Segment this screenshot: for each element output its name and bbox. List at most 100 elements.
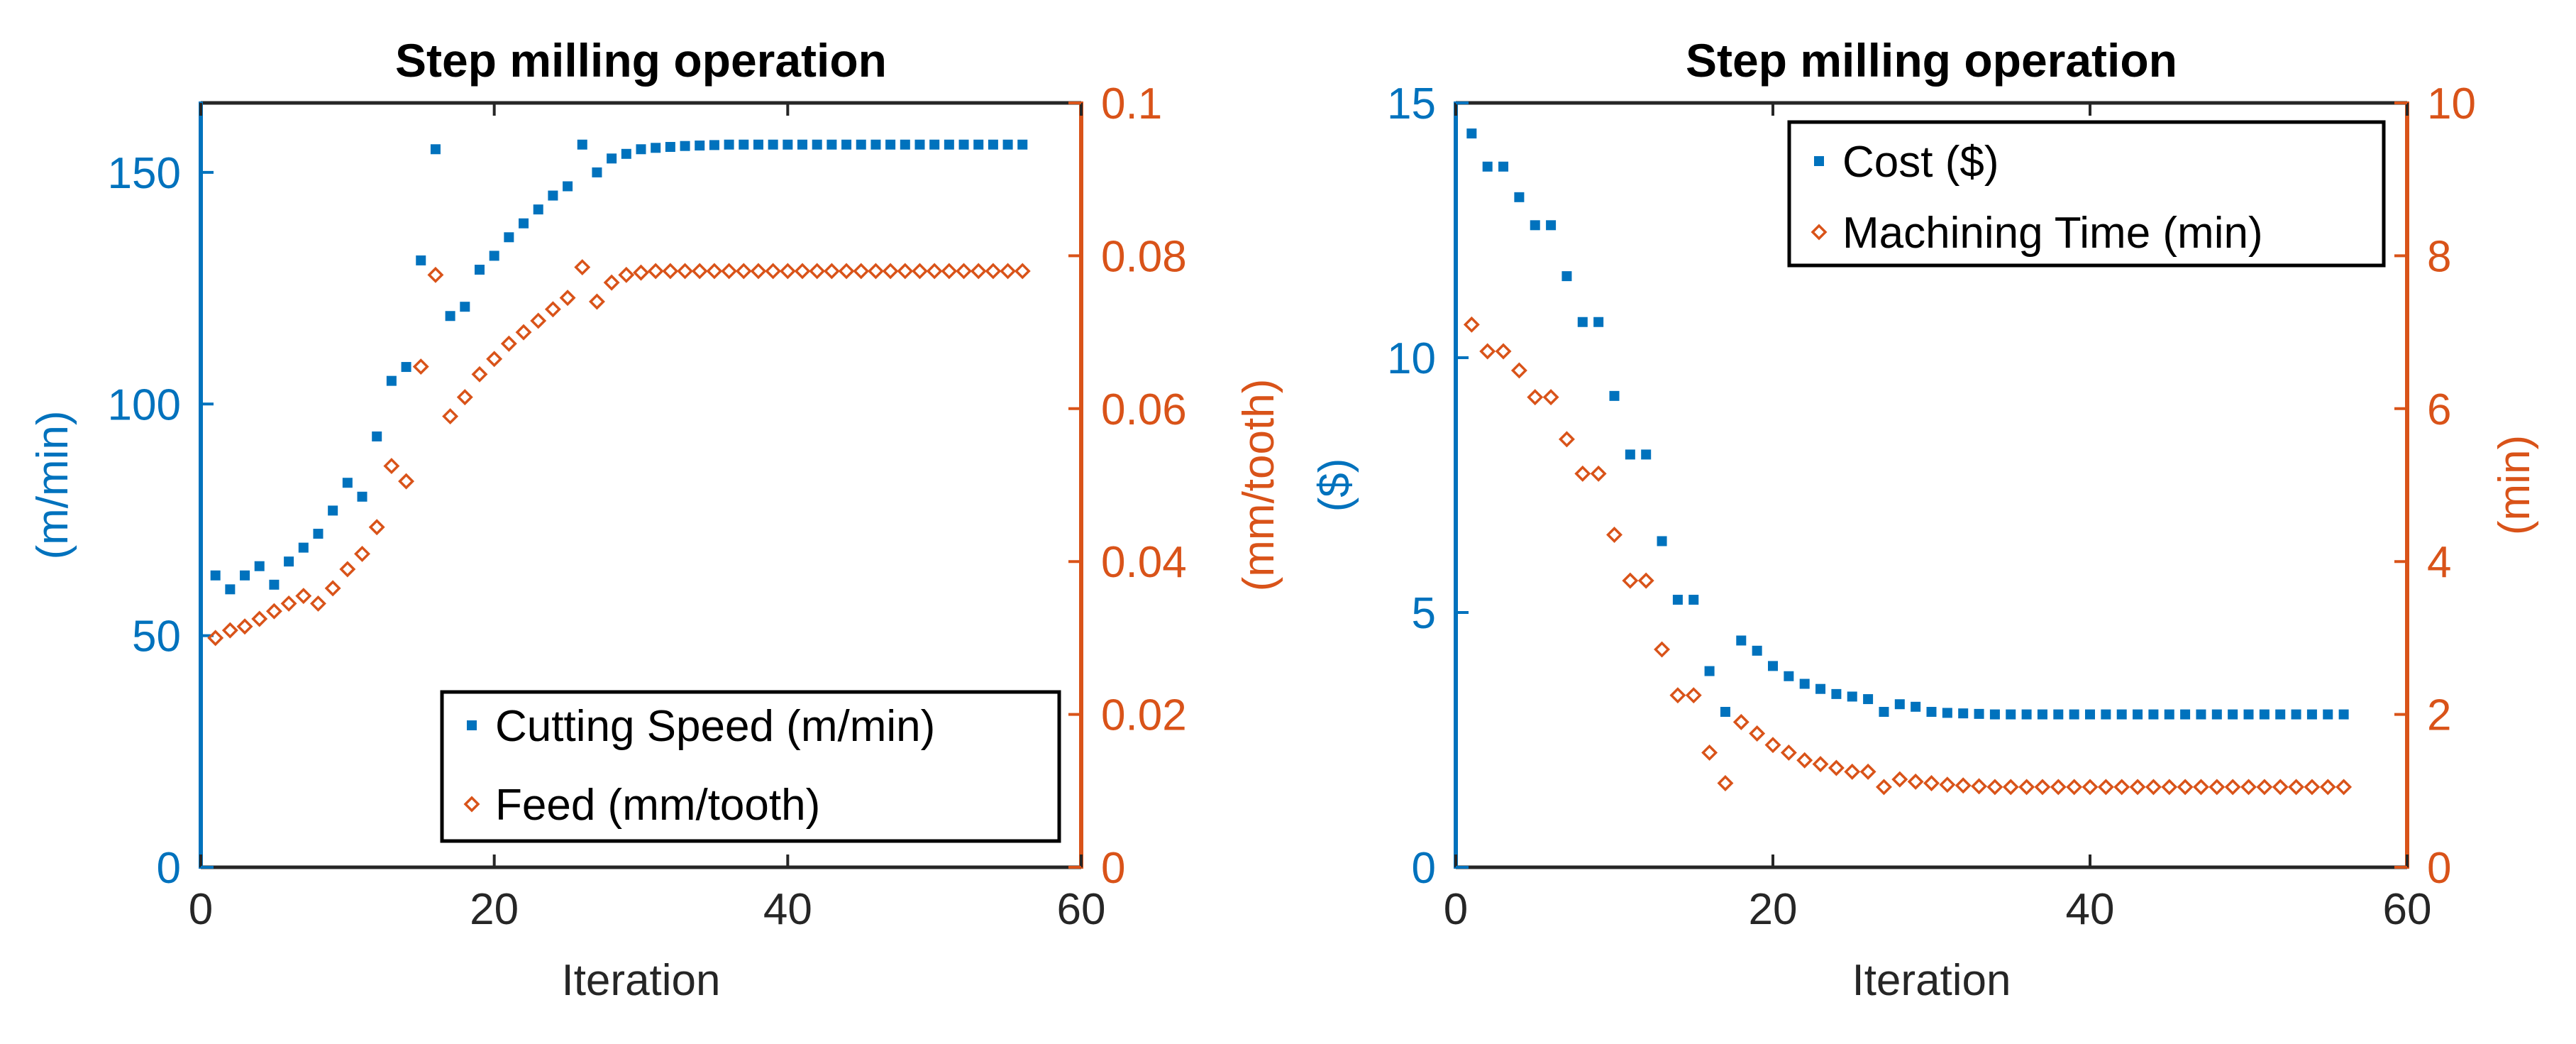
data-point-square: [548, 190, 558, 201]
data-point-square: [1514, 192, 1525, 202]
data-point-square: [900, 139, 910, 150]
legend: Cutting Speed (m/min) Feed (mm/tooth): [440, 690, 1061, 843]
data-point-diamond: [809, 263, 826, 280]
right-y-tick-label: 10: [2427, 79, 2476, 128]
data-point-square: [1530, 220, 1540, 231]
data-point-square: [2196, 709, 2206, 720]
data-point-diamond: [1859, 763, 1876, 780]
chart-title: Step milling operation: [1686, 34, 2177, 87]
data-point-square: [797, 139, 808, 150]
right-y-tick-label: 8: [2427, 232, 2451, 281]
data-point-square: [1657, 536, 1667, 546]
data-point-square: [1894, 699, 1905, 710]
data-point-square: [1593, 317, 1604, 327]
data-point-square: [2069, 709, 2079, 720]
data-point-diamond: [956, 263, 973, 280]
data-point-square: [2211, 709, 2222, 720]
data-point-diamond: [1749, 725, 1766, 742]
data-point-diamond: [912, 263, 928, 280]
data-point-diamond: [2050, 779, 2067, 796]
data-point-square: [2323, 709, 2333, 720]
left-y-tick-label: 50: [132, 612, 181, 661]
data-point-square: [841, 139, 852, 150]
data-point-diamond: [1590, 465, 1607, 482]
data-point-square: [724, 139, 734, 150]
data-point-diamond: [765, 263, 782, 280]
data-point-diamond: [1574, 465, 1591, 482]
data-point-square: [2085, 709, 2095, 720]
data-point-square: [328, 505, 338, 516]
data-point-diamond: [324, 580, 341, 597]
data-point-square: [1736, 635, 1747, 646]
data-point-square: [1768, 661, 1778, 671]
right-y-tick-label: 0.1: [1101, 79, 1162, 128]
data-point-diamond: [1939, 776, 1956, 793]
data-point-square: [357, 491, 367, 502]
data-point-diamond: [1986, 779, 2003, 796]
data-point-square: [1815, 683, 1826, 694]
data-point-diamond: [750, 263, 767, 280]
data-point-square: [1958, 708, 1969, 719]
data-point-diamond: [2113, 779, 2130, 796]
data-point-diamond: [574, 259, 591, 276]
data-point-square: [313, 529, 324, 539]
data-point-square: [1498, 161, 1509, 172]
data-point-diamond: [794, 263, 811, 280]
data-point-square: [812, 139, 822, 150]
data-point-diamond: [383, 458, 400, 475]
legend-marker-square: [1814, 156, 1824, 166]
data-point-square: [386, 375, 397, 386]
data-point-diamond: [2272, 779, 2289, 796]
data-point-diamond: [398, 473, 415, 490]
data-point-diamond: [2066, 779, 2083, 796]
data-point-diamond: [1923, 775, 1940, 792]
legend-box: [1787, 120, 2386, 268]
data-point-square: [885, 139, 896, 150]
left-y-tick-label: 5: [1412, 589, 1436, 638]
data-point-square: [225, 584, 236, 595]
data-point-diamond: [2209, 779, 2226, 796]
data-point-square: [958, 139, 969, 150]
data-point-square: [240, 570, 250, 581]
data-point-diamond: [1542, 389, 1559, 406]
series-left: [1466, 128, 2349, 720]
right-y-tick-label: 0.02: [1101, 691, 1187, 740]
data-point-diamond: [515, 324, 532, 341]
data-point-square: [592, 167, 602, 177]
data-point-square: [1609, 390, 1620, 401]
data-point-diamond: [251, 610, 268, 627]
data-point-square: [636, 144, 646, 155]
x-tick-label: 40: [763, 885, 812, 934]
data-point-diamond: [603, 274, 620, 291]
data-point-square: [680, 141, 690, 151]
data-point-diamond: [1669, 687, 1686, 704]
data-point-square: [2259, 709, 2270, 720]
data-point-square: [1831, 688, 1842, 699]
data-point-diamond: [2034, 779, 2051, 796]
data-point-diamond: [1907, 773, 1924, 790]
data-point-square: [1989, 709, 2000, 720]
data-point-diamond: [427, 266, 444, 283]
data-point-diamond: [897, 263, 914, 280]
data-point-square: [2275, 709, 2286, 720]
data-point-square: [372, 431, 382, 441]
data-point-square: [1546, 220, 1557, 231]
data-point-square: [1974, 708, 1984, 719]
data-point-diamond: [2161, 779, 2178, 796]
data-point-square: [489, 251, 499, 261]
data-point-diamond: [1812, 756, 1829, 773]
data-point-diamond: [1891, 771, 1908, 788]
data-point-square: [1752, 645, 1762, 656]
right-y-axis-label: (min): [2490, 435, 2539, 535]
data-point-diamond: [221, 622, 238, 639]
data-point-diamond: [633, 264, 649, 281]
data-point-square: [768, 139, 778, 150]
right-y-tick-label: 0.04: [1101, 538, 1187, 587]
x-tick-label: 20: [470, 885, 519, 934]
x-tick-label: 60: [2383, 885, 2432, 934]
data-point-diamond: [970, 263, 987, 280]
data-point-diamond: [1637, 572, 1654, 589]
legend-label: Cutting Speed (m/min): [495, 702, 935, 751]
chart-speed-feed: Step milling operation 0 20 40 60 Iteration 0 5…: [28, 34, 1283, 1005]
